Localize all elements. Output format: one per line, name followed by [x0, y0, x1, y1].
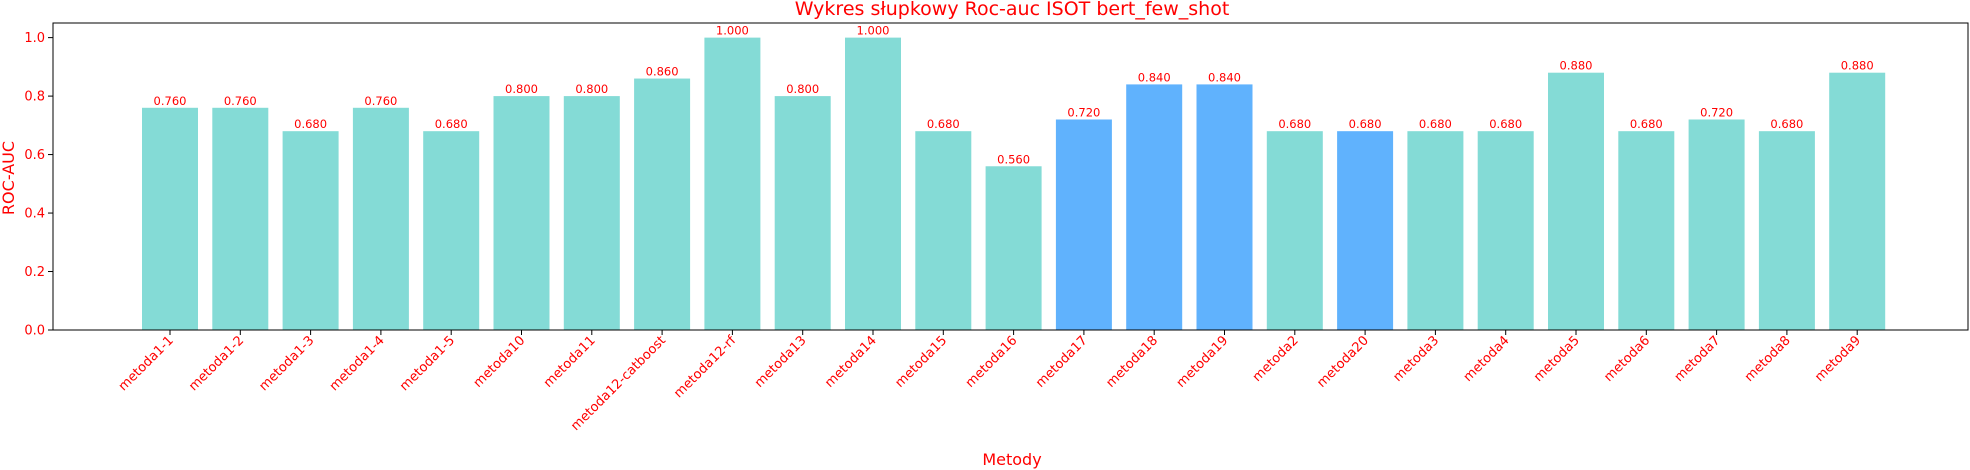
x-tick-label: metoda1-5 — [397, 333, 458, 394]
bar-metoda10 — [493, 96, 550, 330]
y-axis-label: ROC-AUC — [0, 141, 18, 215]
x-tick-label: metoda16 — [963, 333, 1021, 391]
bar-value-label: 0.800 — [575, 82, 608, 96]
bar-value-label: 0.720 — [1067, 105, 1100, 119]
bar-value-label: 0.680 — [1419, 117, 1452, 131]
bar-value-label: 0.680 — [927, 117, 960, 131]
bar-value-label: 0.680 — [1278, 117, 1311, 131]
x-tick-label: metoda1-4 — [327, 333, 388, 394]
bar-metoda18 — [1126, 84, 1183, 331]
x-tick-label: metoda5 — [1531, 333, 1583, 385]
bar-metoda16 — [985, 166, 1042, 330]
bar-metoda1-2 — [212, 107, 269, 330]
bar-value-label: 0.680 — [294, 117, 327, 131]
bar-metoda7 — [1688, 119, 1745, 331]
bar-value-label: 0.880 — [1560, 59, 1593, 73]
x-tick-label: metoda1-3 — [256, 333, 317, 394]
x-tick-label: metoda3 — [1390, 333, 1442, 385]
bar-metoda17 — [1055, 119, 1112, 331]
x-tick-label: metoda8 — [1742, 333, 1794, 385]
x-tick-label: metoda7 — [1672, 333, 1724, 385]
bar-value-label: 0.680 — [1770, 117, 1803, 131]
x-axis-label: Metody — [982, 450, 1041, 469]
x-tick-label: metoda9 — [1812, 333, 1864, 385]
x-tick-label: metoda4 — [1461, 333, 1513, 385]
x-tick-label: metoda20 — [1314, 333, 1372, 391]
y-tick-label: 0.6 — [24, 148, 45, 163]
x-tick-label: metoda11 — [541, 333, 599, 391]
value-labels-layer: 0.760 0.760 0.680 0.760 0.680 0.800 0.800 0.860… — [154, 24, 1874, 167]
bar-value-label: 0.560 — [997, 152, 1030, 166]
bar-metoda11 — [563, 96, 620, 330]
x-tick-label: metoda1-2 — [186, 333, 247, 394]
bar-metoda13 — [774, 96, 831, 330]
x-tick-label: metoda10 — [471, 333, 529, 391]
bar-value-label: 1.000 — [857, 24, 890, 38]
bar-value-label: 0.680 — [435, 117, 468, 131]
bar-metoda1-4 — [352, 107, 409, 330]
bar-value-label: 1.000 — [716, 24, 749, 38]
bar-value-label: 0.800 — [505, 82, 538, 96]
x-tick-label: metoda17 — [1033, 333, 1091, 391]
y-tick-label: 0.4 — [24, 207, 45, 222]
y-tick-label: 0.8 — [24, 90, 45, 105]
bar-value-label: 0.760 — [224, 94, 257, 108]
x-tick-label: metoda12-rf — [671, 333, 739, 401]
bar-value-label: 0.880 — [1841, 59, 1874, 73]
bar-value-label: 0.860 — [646, 65, 679, 79]
bar-metoda3 — [1407, 131, 1464, 330]
bar-metoda5 — [1548, 72, 1604, 330]
x-tick-label: metoda6 — [1601, 333, 1653, 385]
chart-title: Wykres słupkowy Roc-auc ISOT bert_few_sh… — [795, 0, 1230, 20]
bar-metoda14 — [845, 37, 901, 331]
x-tick-label: metoda1-1 — [116, 333, 177, 394]
bars-layer — [142, 37, 1886, 331]
bar-metoda9 — [1829, 72, 1886, 330]
bar-metoda2 — [1266, 131, 1323, 330]
x-tick-label: metoda14 — [822, 333, 880, 391]
bar-value-label: 0.720 — [1700, 105, 1733, 119]
bar-metoda6 — [1618, 131, 1675, 330]
bar-metoda12-catboost — [634, 78, 691, 330]
bar-metoda1-5 — [423, 131, 480, 330]
bar-metoda1-3 — [282, 131, 339, 330]
y-tick-label: 0.2 — [24, 265, 45, 280]
bar-value-label: 0.680 — [1489, 117, 1522, 131]
bar-metoda4 — [1477, 131, 1534, 330]
y-axis: 0.0 0.2 0.4 0.6 0.8 1.0 — [24, 31, 53, 339]
bar-value-label: 0.840 — [1208, 70, 1241, 84]
x-tick-label: metoda19 — [1174, 333, 1232, 391]
bar-metoda12-rf — [704, 37, 761, 331]
x-axis: metoda1-1 metoda1-2 metoda1-3 metoda1-4 meto… — [116, 330, 1864, 434]
bar-metoda19 — [1196, 84, 1253, 331]
bar-metoda1-1 — [142, 107, 198, 330]
bar-value-label: 0.680 — [1630, 117, 1663, 131]
x-tick-label: metoda18 — [1103, 333, 1161, 391]
bar-metoda20 — [1337, 131, 1394, 330]
bar-value-label: 0.840 — [1138, 70, 1171, 84]
x-tick-label: metoda13 — [752, 333, 810, 391]
y-tick-label: 0.0 — [24, 324, 45, 339]
x-tick-label: metoda2 — [1250, 333, 1302, 385]
bar-value-label: 0.680 — [1349, 117, 1382, 131]
bar-metoda15 — [915, 131, 972, 330]
bar-value-label: 0.800 — [786, 82, 819, 96]
bar-metoda8 — [1758, 131, 1815, 330]
bar-value-label: 0.760 — [364, 94, 397, 108]
plot-frame — [52, 22, 1969, 331]
bar-value-label: 0.760 — [154, 94, 187, 108]
x-tick-label: metoda15 — [893, 333, 951, 391]
y-tick-label: 1.0 — [24, 31, 45, 46]
